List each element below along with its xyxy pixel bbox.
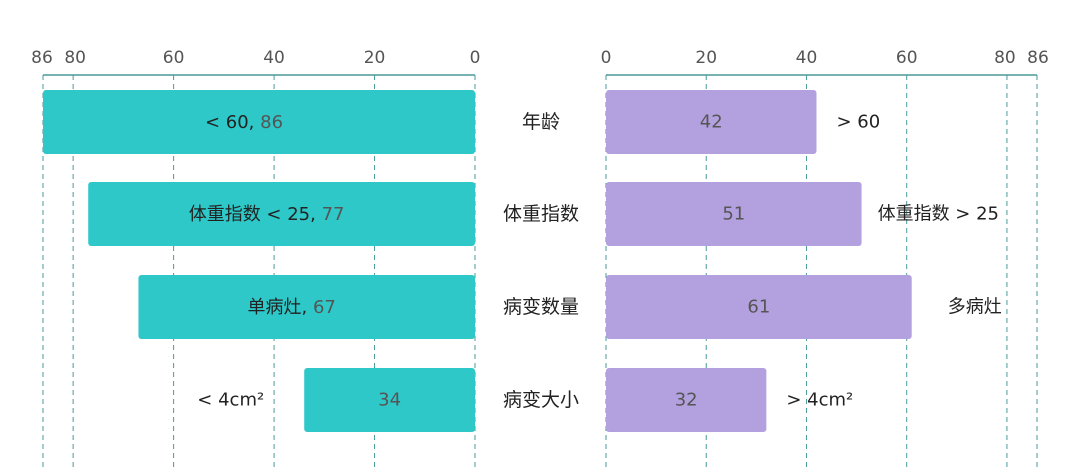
tick-label-right-80: 80 bbox=[994, 48, 1016, 68]
right-value-label-2: 51 bbox=[722, 204, 745, 225]
tick-label-left-60: 60 bbox=[163, 48, 185, 68]
tick-label-left-80: 80 bbox=[64, 48, 86, 68]
tick-label-left-0: 0 bbox=[470, 48, 481, 68]
right-value-label-4: 32 bbox=[675, 390, 698, 411]
left-bar-label-2: 体重指数 < 25, 77 bbox=[189, 204, 345, 225]
tick-label-left-40: 40 bbox=[263, 48, 285, 68]
right-group-label-3: 多病灶 bbox=[948, 297, 1002, 318]
tick-label-right-60: 60 bbox=[896, 48, 918, 68]
right-value-label-3: 61 bbox=[747, 297, 770, 318]
tick-label-left-86: 86 bbox=[31, 48, 53, 68]
right-bar-2 bbox=[606, 182, 862, 246]
right-group-label-2: 体重指数 > 25 bbox=[878, 204, 999, 225]
left-bar-label-3: 单病灶, 67 bbox=[248, 297, 336, 318]
category-label-4: 病变大小 bbox=[503, 389, 579, 411]
tick-label-right-86: 86 bbox=[1027, 48, 1049, 68]
tick-label-right-20: 20 bbox=[695, 48, 717, 68]
right-value-label-1: 42 bbox=[700, 112, 723, 133]
category-label-3: 病变数量 bbox=[503, 296, 579, 318]
tick-label-left-20: 20 bbox=[364, 48, 386, 68]
right-bar-3 bbox=[606, 275, 912, 339]
left-group-label-4: < 4cm² bbox=[197, 390, 264, 411]
right-bar-4 bbox=[606, 368, 767, 432]
right-group-label-4: > 4cm² bbox=[786, 390, 853, 411]
left-value-label-4: 34 bbox=[378, 390, 401, 411]
category-label-1: 年龄 bbox=[522, 111, 560, 133]
left-bar-1 bbox=[43, 90, 475, 154]
right-bar-1 bbox=[606, 90, 817, 154]
category-label-2: 体重指数 bbox=[503, 203, 579, 225]
left-bar-3 bbox=[138, 275, 475, 339]
left-bar-2 bbox=[88, 182, 476, 246]
tick-label-right-40: 40 bbox=[796, 48, 818, 68]
left-bar-label-1: < 60, 86 bbox=[205, 112, 283, 133]
right-group-label-1: > 60 bbox=[836, 112, 880, 133]
tick-label-right-0: 0 bbox=[601, 48, 612, 68]
left-bar-4 bbox=[304, 368, 475, 432]
